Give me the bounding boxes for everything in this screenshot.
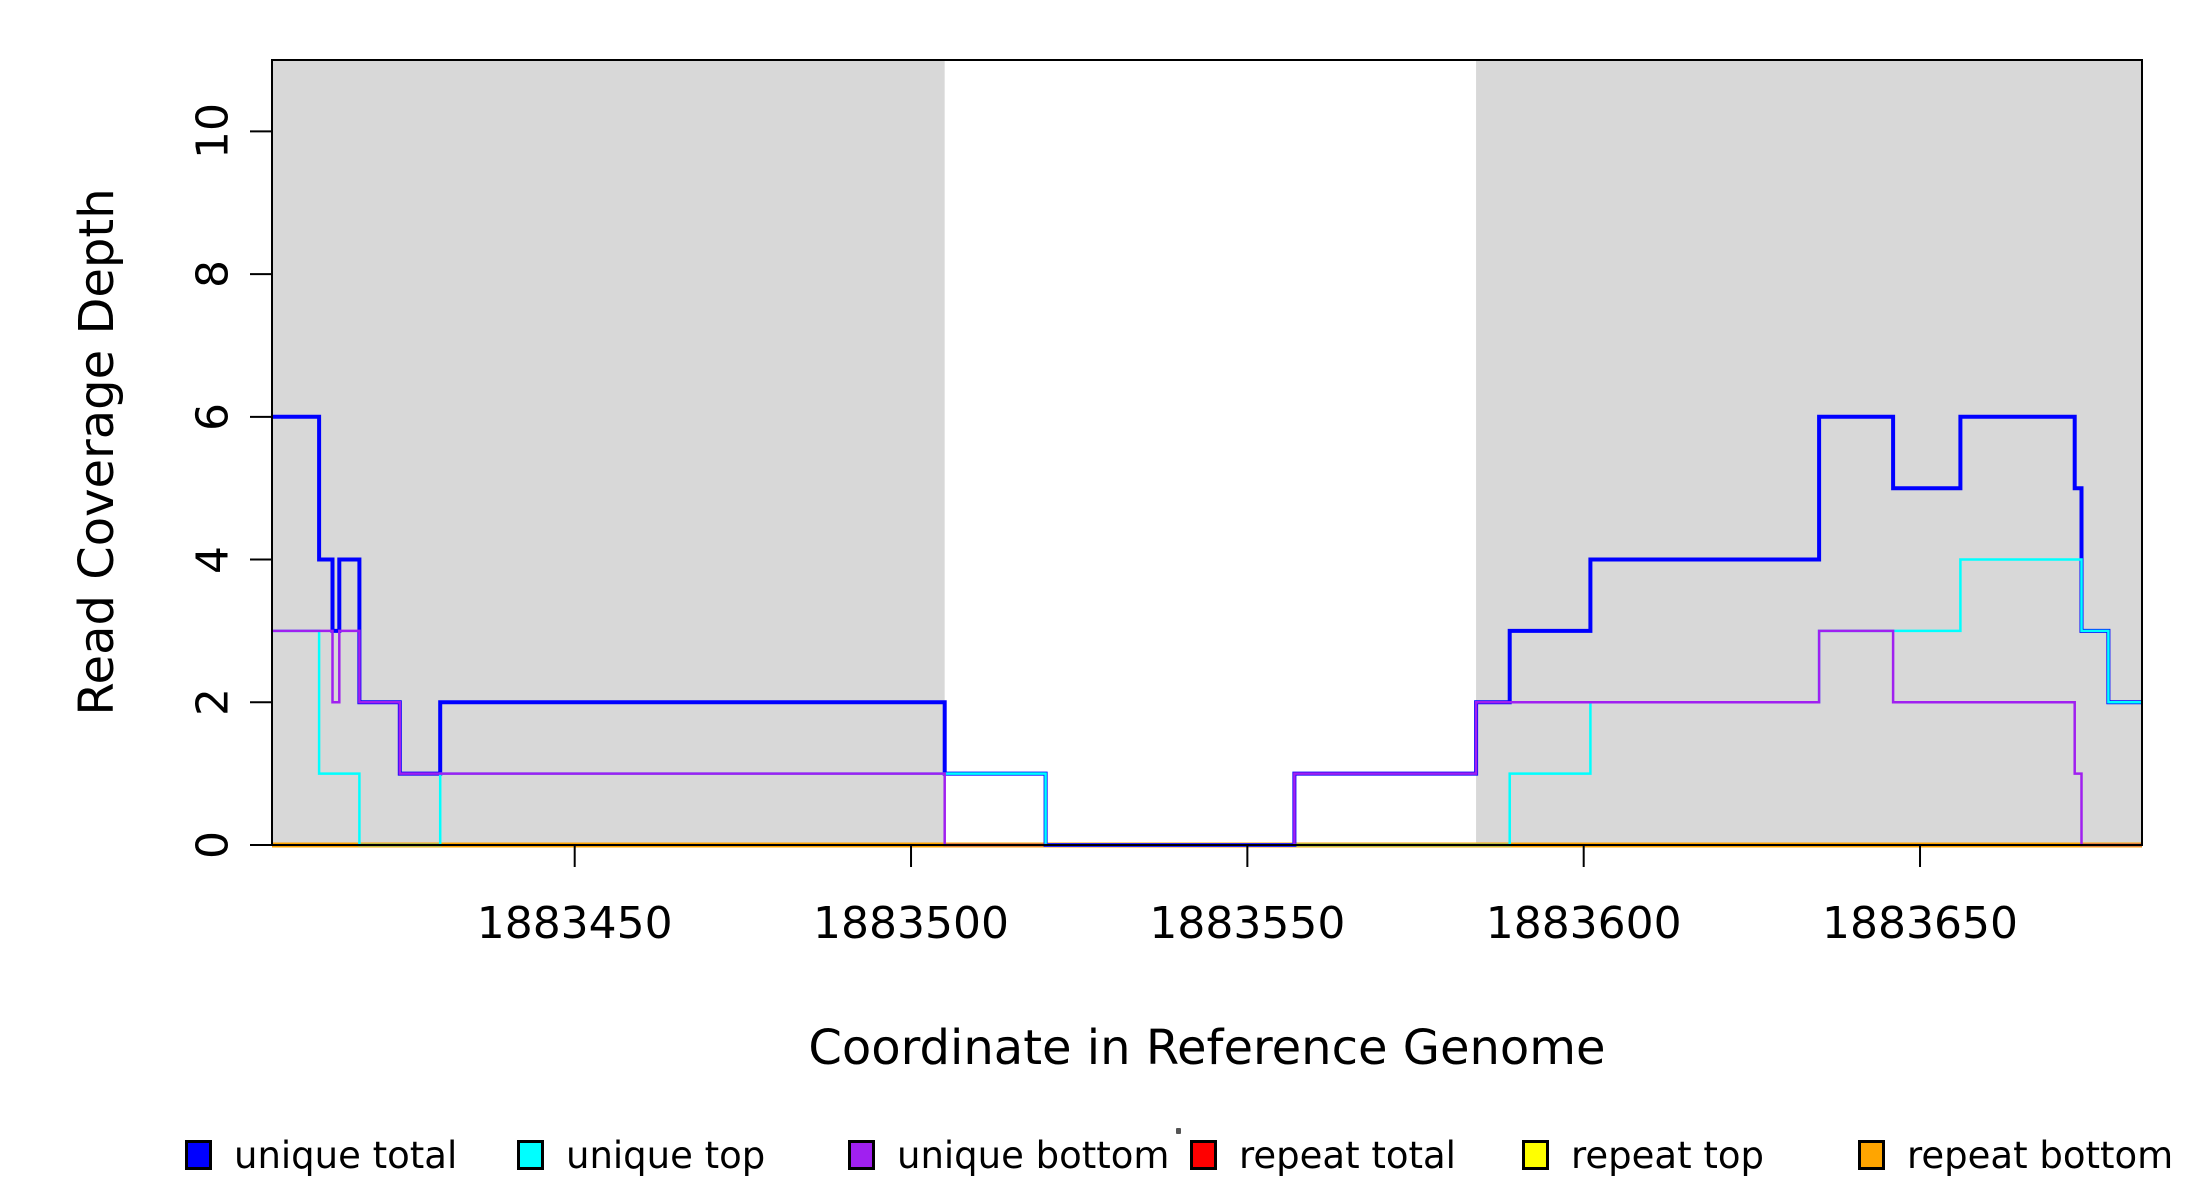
y-tick-label: 10: [187, 103, 239, 160]
x-tick-label: 1883450: [476, 898, 673, 949]
legend-label: repeat total: [1239, 1133, 1456, 1177]
legend-swatch-icon: [1858, 1140, 1885, 1170]
x-tick-label: 1883500: [813, 898, 1009, 949]
legend-label: unique top: [566, 1133, 766, 1177]
series-line-unique-top: [272, 558, 2142, 847]
legend-swatch-icon: [1190, 1140, 1217, 1170]
legend-item-unique-bottom: unique bottom: [848, 1133, 1169, 1177]
y-tick-label: 8: [187, 260, 239, 289]
legend-label: repeat bottom: [1907, 1133, 2174, 1177]
stray-dot-artifact: [1176, 1128, 1181, 1134]
legend-label: unique bottom: [897, 1133, 1170, 1177]
y-tick-label: 0: [187, 831, 239, 859]
legend-label: unique total: [234, 1133, 458, 1177]
plot-border: [271, 59, 2143, 846]
y-tick-label: 6: [187, 402, 239, 431]
legend-swatch-icon: [848, 1140, 875, 1170]
shaded-region-band-1: [272, 60, 945, 845]
y-axis-title: Read Coverage Depth: [69, 188, 125, 716]
y-tick-label: 4: [187, 545, 239, 574]
legend-swatch-icon: [517, 1140, 544, 1170]
legend-swatch-icon: [1522, 1140, 1549, 1170]
x-tick-label: 1883600: [1485, 898, 1682, 949]
legend-item-unique-total: unique total: [185, 1133, 457, 1177]
y-tick-label: 2: [187, 688, 239, 717]
x-tick-label: 1883650: [1822, 898, 2018, 949]
legend-item-repeat-bottom: repeat bottom: [1858, 1133, 2173, 1177]
x-axis-title: Coordinate in Reference Genome: [808, 1020, 1606, 1076]
legend-item-unique-top: unique top: [517, 1133, 765, 1177]
shaded-region-band-2: [1476, 60, 2142, 845]
legend-label: repeat top: [1571, 1133, 1764, 1177]
series-line-unique-bottom: [272, 629, 2142, 847]
legend-item-repeat-top: repeat top: [1522, 1133, 1764, 1177]
legend-swatch-icon: [185, 1140, 212, 1170]
x-tick-label: 1883550: [1149, 898, 1346, 949]
legend-item-repeat-total: repeat total: [1190, 1133, 1456, 1177]
